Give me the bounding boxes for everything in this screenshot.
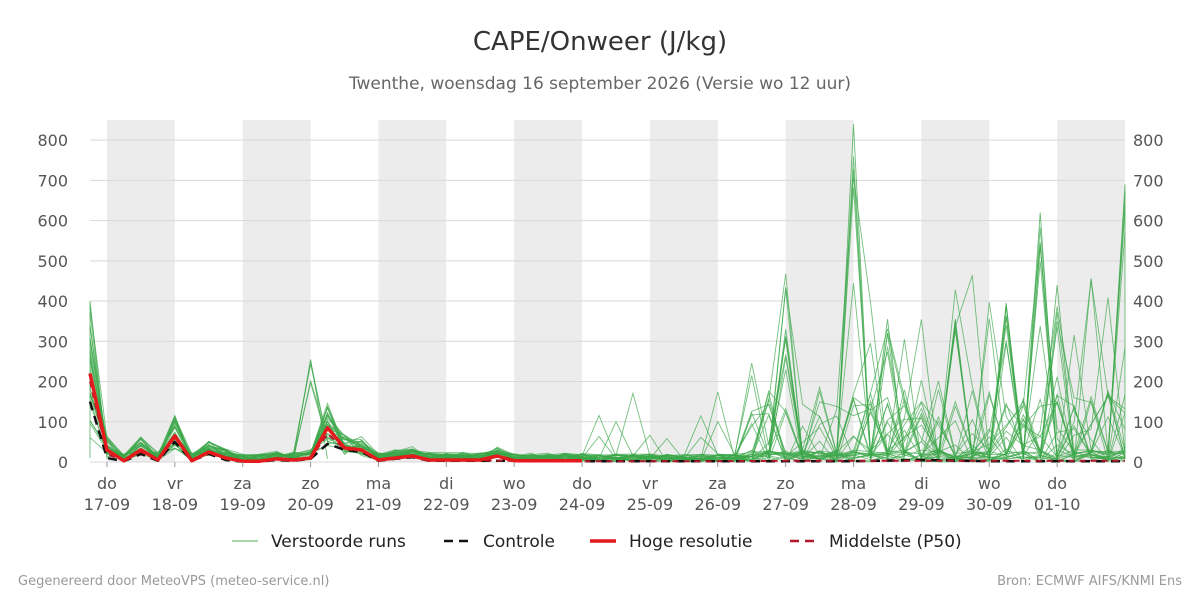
y-tick-left-500: 500 xyxy=(37,252,68,271)
y-tick-right-200: 200 xyxy=(1133,373,1164,392)
y-axis-left: 0 100 200 300 400 500 600 700 800 xyxy=(37,131,68,472)
legend-label-3: Middelste (P50) xyxy=(829,532,962,552)
footer-source-right: Bron: ECMWF AIFS/KNMI Ens xyxy=(997,574,1182,589)
y-tick-right-800: 800 xyxy=(1133,131,1164,150)
x-tick-day-13: wo xyxy=(978,474,1001,493)
ensemble-peak-8 xyxy=(1039,284,1075,459)
y-tick-right-500: 500 xyxy=(1133,252,1164,271)
x-tick-date-5: 22-09 xyxy=(423,495,470,514)
footer-source-left: Gegenereerd door MeteoVPS (meteo-service… xyxy=(18,574,329,589)
x-tick-day-2: za xyxy=(234,474,252,493)
day-band-5 xyxy=(785,120,854,462)
ensemble-peak-2 xyxy=(768,329,804,459)
x-axis: do 17-09 vr 18-09 za 19-09 zo 20-09 ma 21-09 di 22-… xyxy=(84,462,1081,514)
series-hoge-resolutie xyxy=(88,373,582,463)
y-tick-right-300: 300 xyxy=(1133,332,1164,351)
x-tick-date-1: 18-09 xyxy=(152,495,199,514)
y-tick-left-100: 100 xyxy=(37,413,68,432)
x-tick-day-7: do xyxy=(572,474,592,493)
y-tick-right-700: 700 xyxy=(1133,171,1164,190)
x-tick-day-8: vr xyxy=(642,474,658,493)
x-tick-day-1: vr xyxy=(167,474,183,493)
x-tick-date-9: 26-09 xyxy=(695,495,742,514)
x-tick-date-6: 23-09 xyxy=(491,495,538,514)
x-tick-date-8: 25-09 xyxy=(627,495,674,514)
day-band-0 xyxy=(106,120,175,462)
x-tick-date-2: 19-09 xyxy=(219,495,266,514)
x-tick-date-12: 29-09 xyxy=(898,495,945,514)
x-tick-day-6: wo xyxy=(503,474,526,493)
ensemble-peak-4 xyxy=(870,319,905,459)
main-series xyxy=(88,373,1125,463)
x-tick-day-12: di xyxy=(914,474,929,493)
y-tick-right-0: 0 xyxy=(1133,453,1143,472)
ensemble-line-28 xyxy=(89,261,1126,463)
y-tick-left-200: 200 xyxy=(37,373,68,392)
ensemble-peak-5 xyxy=(937,319,973,459)
y-tick-left-700: 700 xyxy=(37,171,68,190)
x-tick-day-5: di xyxy=(439,474,454,493)
day-bands xyxy=(106,120,1125,462)
x-tick-day-3: zo xyxy=(301,474,319,493)
x-tick-date-10: 27-09 xyxy=(762,495,809,514)
y-tick-right-600: 600 xyxy=(1133,212,1164,231)
day-band-1 xyxy=(242,120,311,462)
x-tick-day-11: ma xyxy=(841,474,866,493)
x-tick-date-0: 17-09 xyxy=(84,495,131,514)
legend-label-2: Hoge resolutie xyxy=(629,532,753,552)
x-tick-date-14: 01-10 xyxy=(1034,495,1081,514)
x-tick-day-14: do xyxy=(1047,474,1067,493)
y-tick-left-600: 600 xyxy=(37,212,68,231)
chart-subtitle: Twenthe, woensdag 16 september 2026 (Ver… xyxy=(348,74,851,94)
x-tick-date-13: 30-09 xyxy=(966,495,1013,514)
day-band-3 xyxy=(514,120,583,462)
x-tick-date-7: 24-09 xyxy=(559,495,606,514)
x-tick-date-3: 20-09 xyxy=(287,495,334,514)
x-tick-date-4: 21-09 xyxy=(355,495,402,514)
ensemble-peak-9 xyxy=(1107,184,1126,459)
y-tick-left-0: 0 xyxy=(58,453,68,472)
y-axis-right: 0 100 200 300 400 500 600 700 800 xyxy=(1133,131,1164,472)
ensemble-line-25 xyxy=(89,187,1126,462)
x-tick-day-9: za xyxy=(709,474,727,493)
y-tick-left-300: 300 xyxy=(37,332,68,351)
y-tick-left-400: 400 xyxy=(37,292,68,311)
chart-title: CAPE/Onweer (J/kg) xyxy=(473,27,727,57)
x-tick-date-11: 28-09 xyxy=(830,495,877,514)
ensemble-peak-7 xyxy=(1022,212,1058,459)
y-tick-left-800: 800 xyxy=(37,131,68,150)
y-tick-right-400: 400 xyxy=(1133,292,1164,311)
y-tick-right-100: 100 xyxy=(1133,413,1164,432)
x-tick-day-0: do xyxy=(97,474,117,493)
x-tick-day-4: ma xyxy=(366,474,391,493)
ensemble-peak-1 xyxy=(293,359,328,459)
ensemble-peak-3 xyxy=(836,123,871,459)
legend: Verstoorde runs Controle Hoge resolutie Mid… xyxy=(232,532,962,552)
legend-label-0: Verstoorde runs xyxy=(271,532,406,552)
ensemble-peak-6 xyxy=(988,303,1024,459)
day-band-2 xyxy=(378,120,447,462)
x-tick-day-10: zo xyxy=(777,474,795,493)
day-band-7 xyxy=(1057,120,1125,462)
day-band-4 xyxy=(649,120,718,462)
legend-label-1: Controle xyxy=(483,532,555,552)
